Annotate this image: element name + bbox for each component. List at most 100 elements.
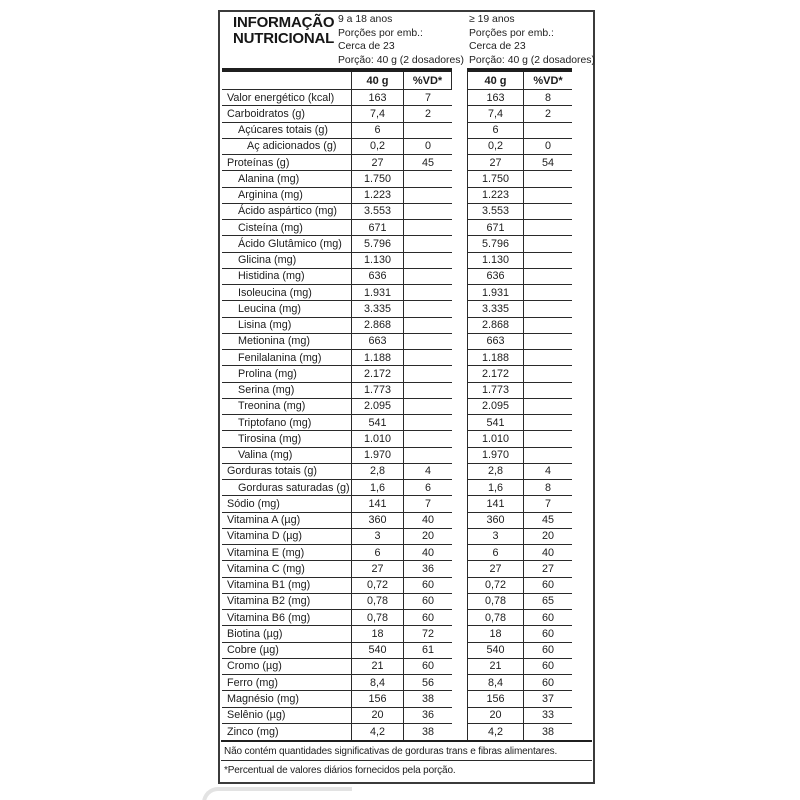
group-gap <box>452 123 467 139</box>
row-segment-group2: 1.931 <box>467 285 572 302</box>
nutrient-label: Serina (mg) <box>222 382 352 398</box>
row-segment-group2: 156 37 <box>467 691 572 708</box>
dv-percent-group2: 60 <box>541 627 554 640</box>
table-row: Vitamina B1 (mg) 0,72 60 0,72 60 <box>220 577 593 594</box>
value-40g-group1: 0,2 <box>352 138 404 154</box>
nutrient-label: Arginina (mg) <box>222 187 352 203</box>
dv-percent-group2: 37 <box>541 692 554 705</box>
group-gap <box>452 708 467 724</box>
row-segment-group2: 3.335 <box>467 301 572 318</box>
dv-percent-group1 <box>404 318 452 333</box>
nutrient-label: Metionina (mg) <box>222 333 352 349</box>
group-gap <box>452 188 467 204</box>
nutrient-label: Vitamina E (mg) <box>222 545 352 561</box>
nutrient-label: Aç adicionados (g) <box>222 138 352 154</box>
nutrient-label: Vitamina B6 (mg) <box>222 610 352 626</box>
group-gap <box>452 366 467 382</box>
nutrient-label: Prolina (mg) <box>222 366 352 382</box>
group-gap <box>452 594 467 610</box>
dv-percent-group2 <box>524 399 572 414</box>
value-40g-group1: 141 <box>352 496 404 512</box>
dv-percent-group2: 8 <box>544 481 551 494</box>
servings-per-pack-label-group1: Porções por emb.: <box>338 27 423 39</box>
value-40g-group2: 636 <box>468 268 524 284</box>
nutrient-label: Valina (mg) <box>222 447 352 463</box>
table-row: Metionina (mg) 663 663 <box>220 333 593 350</box>
value-40g-group2: 3.553 <box>468 203 524 219</box>
value-40g-group2: 1.130 <box>468 252 524 268</box>
table-bottom-rule <box>221 740 592 742</box>
group-gap <box>452 431 467 447</box>
row-segment-group2: 671 <box>467 220 572 237</box>
row-segment-group2: 360 45 <box>467 512 572 529</box>
table-row: Tirosina (mg) 1.010 1.010 <box>220 431 593 448</box>
dv-percent-group2: 60 <box>541 611 554 624</box>
value-40g-group2: 163 <box>468 90 524 106</box>
dv-percent-group1: 60 <box>421 579 434 592</box>
value-40g-group1: 20 <box>352 707 404 723</box>
group-gap <box>452 301 467 317</box>
row-segment-group1: Sódio (mg) 141 7 <box>222 496 452 513</box>
nutrient-label: Ácido Glutâmico (mg) <box>222 236 352 252</box>
value-40g-group1: 5.796 <box>352 236 404 252</box>
value-40g-group2: 20 <box>468 707 524 723</box>
row-segment-group1: Ácido aspártico (mg) 3.553 <box>222 203 452 220</box>
group-gap <box>452 204 467 220</box>
row-segment-group2: 3 20 <box>467 528 572 545</box>
group-gap <box>452 545 467 561</box>
nutrient-label: Ferro (mg) <box>222 675 352 691</box>
value-40g-group1: 1.970 <box>352 447 404 463</box>
row-segment-group1: Gorduras saturadas (g) 1,6 6 <box>222 480 452 497</box>
group-gap <box>452 626 467 642</box>
dv-percent-group1: 2 <box>424 107 431 120</box>
value-40g-group2: 1.970 <box>468 447 524 463</box>
row-segment-group1: Vitamina B1 (mg) 0,72 60 <box>222 577 452 594</box>
dv-percent-group1 <box>404 236 452 251</box>
dv-percent-group2: 60 <box>541 644 554 657</box>
table-row: Vitamina B6 (mg) 0,78 60 0,78 60 <box>220 610 593 627</box>
dv-percent-group1 <box>404 269 452 284</box>
dv-percent-group1 <box>404 301 452 316</box>
value-40g-group1: 163 <box>352 90 404 106</box>
row-segment-group2: 0,72 60 <box>467 577 572 594</box>
value-40g-group2: 1.931 <box>468 285 524 301</box>
row-segment-group2: 2.095 <box>467 398 572 415</box>
serving-info-group2: ≥ 19 anos Porções por emb.: Cerca de 23 … <box>469 13 595 68</box>
table-row: Cobre (µg) 540 61 540 60 <box>220 642 593 659</box>
table-row: Carboidratos (g) 7,4 2 7,4 2 <box>220 106 593 123</box>
header-dv-group2: %VD* <box>533 74 563 87</box>
dv-percent-group1: 45 <box>421 156 434 169</box>
row-segment-group1: Arginina (mg) 1.223 <box>222 187 452 204</box>
dv-percent-group2 <box>524 285 572 300</box>
group-gap <box>452 415 467 431</box>
nutrient-label: Biotina (µg) <box>222 626 352 642</box>
dv-percent-group1: 7 <box>424 91 431 104</box>
row-segment-group1: Cromo (µg) 21 60 <box>222 658 452 675</box>
table-row: Ácido Glutâmico (mg) 5.796 5.796 <box>220 236 593 253</box>
dv-percent-group1: 38 <box>421 725 434 738</box>
group-gap <box>452 691 467 707</box>
row-segment-group1: Cisteína (mg) 671 <box>222 220 452 237</box>
header-amount-group2: 40 g <box>468 72 524 89</box>
group-gap <box>452 529 467 545</box>
dv-percent-group1 <box>404 204 452 219</box>
footnote-trans-fat: Não contém quantidades significativas de… <box>224 746 558 757</box>
dv-percent-group2 <box>524 448 572 463</box>
nutrient-label: Vitamina D (µg) <box>222 528 352 544</box>
table-row: Alanina (mg) 1.750 1.750 <box>220 171 593 188</box>
dv-percent-group2: 2 <box>544 107 551 120</box>
servings-per-pack-value-group1: Cerca de 23 <box>338 41 395 53</box>
portion-size-group1: Porção: 40 g (2 dosadores) <box>338 55 464 67</box>
value-40g-group1: 3.335 <box>352 301 404 317</box>
value-40g-group2: 8,4 <box>468 675 524 691</box>
dv-percent-group1 <box>404 415 452 430</box>
value-40g-group2: 27 <box>468 561 524 577</box>
value-40g-group1: 7,4 <box>352 106 404 122</box>
table-row: Cisteína (mg) 671 671 <box>220 220 593 237</box>
row-segment-group1: Prolina (mg) 2.172 <box>222 366 452 383</box>
table-row: Vitamina C (mg) 27 36 27 27 <box>220 561 593 578</box>
row-segment-group1: Vitamina A (µg) 360 40 <box>222 512 452 529</box>
row-segment-group1: Lisina (mg) 2.868 <box>222 317 452 334</box>
value-40g-group2: 2.868 <box>468 317 524 333</box>
value-40g-group2: 1.773 <box>468 382 524 398</box>
